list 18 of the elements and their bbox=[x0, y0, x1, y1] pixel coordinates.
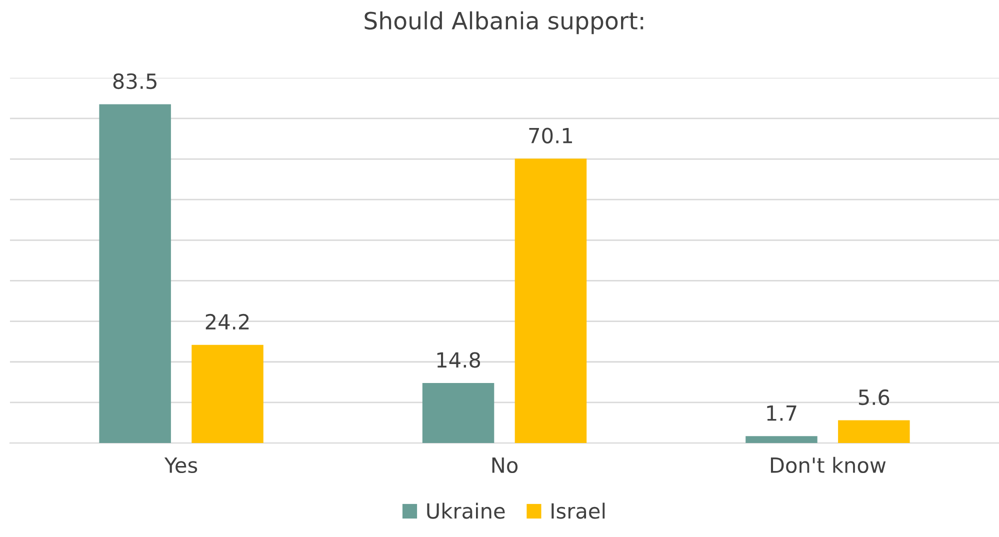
x-tick-label: Yes bbox=[164, 458, 198, 474]
chart-title: Should Albania support: bbox=[364, 11, 644, 34]
bar bbox=[514, 158, 587, 444]
x-tick-label: Don't know bbox=[770, 456, 886, 474]
bar bbox=[838, 420, 910, 444]
data-label: 24.2 bbox=[206, 314, 249, 330]
data-label: 1.7 bbox=[767, 405, 796, 421]
legend-label: Ukraine bbox=[427, 502, 505, 519]
bar bbox=[99, 104, 171, 444]
data-label: 14.8 bbox=[437, 352, 480, 368]
data-label: 70.1 bbox=[529, 128, 572, 144]
x-tick-label: No bbox=[492, 458, 518, 474]
data-label: 5.6 bbox=[858, 389, 890, 406]
legend-label: Israel bbox=[552, 502, 605, 519]
bar bbox=[746, 436, 818, 444]
bar bbox=[422, 382, 494, 444]
bar bbox=[192, 344, 264, 444]
data-label: 83.5 bbox=[113, 73, 156, 90]
